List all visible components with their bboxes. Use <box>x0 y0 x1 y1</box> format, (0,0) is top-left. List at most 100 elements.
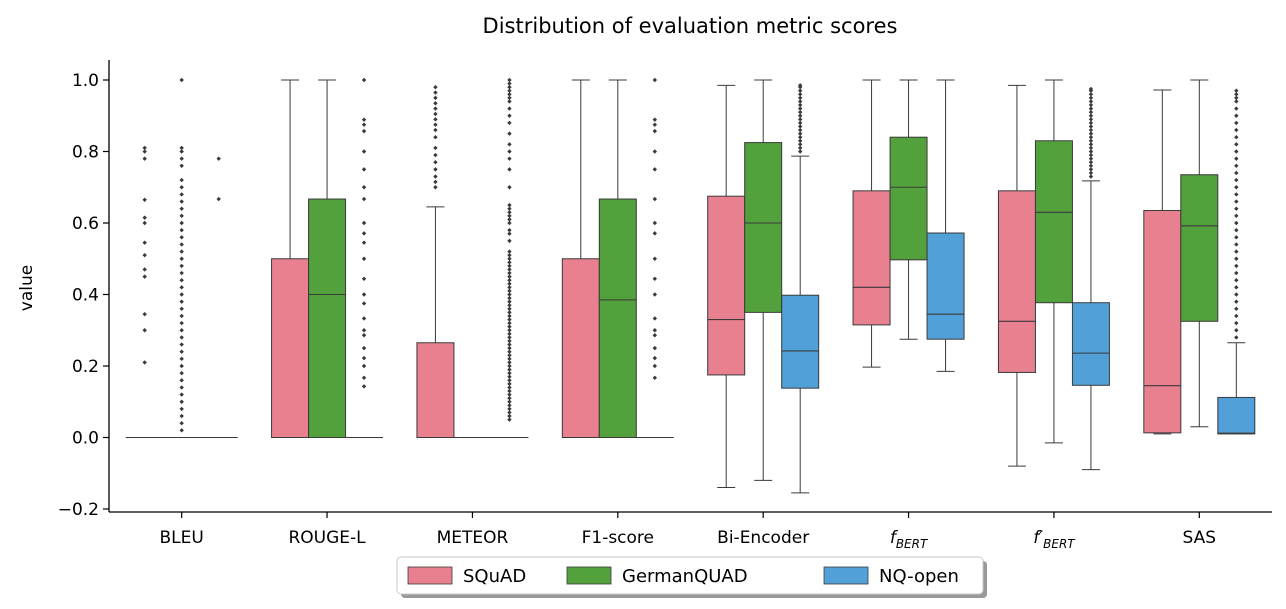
outlier-point <box>797 109 803 115</box>
outlier-point <box>507 278 512 283</box>
outlier-point <box>1234 328 1239 333</box>
box-squad-6 <box>997 84 1036 467</box>
outlier-point <box>797 127 803 133</box>
box-squad-3 <box>561 79 600 439</box>
box-nq-open-4 <box>781 83 820 494</box>
outlier-point <box>507 249 512 254</box>
outlier-point <box>507 406 512 412</box>
outlier-point <box>142 156 147 161</box>
outlier-point <box>507 356 512 362</box>
outlier-point <box>361 220 367 226</box>
box-body <box>744 142 783 313</box>
outlier-point <box>507 227 512 233</box>
y-tick-label: 1.0 <box>72 71 99 91</box>
box-germanquad-6 <box>1034 79 1073 444</box>
outlier-point <box>507 106 512 111</box>
outlier-point <box>1234 163 1239 168</box>
outlier-point <box>433 117 438 122</box>
outlier-point <box>507 142 512 147</box>
outlier-point <box>1088 124 1094 129</box>
outlier-point <box>507 410 512 415</box>
outlier-point <box>652 345 658 351</box>
box-body <box>598 198 637 438</box>
outlier-point <box>179 270 184 276</box>
outlier-point <box>142 145 147 151</box>
outlier-point <box>1088 102 1094 108</box>
outlier-point <box>507 328 512 333</box>
outlier-point <box>361 185 367 190</box>
outlier-point <box>179 235 184 240</box>
box-body <box>271 258 310 438</box>
outlier-point <box>507 310 512 315</box>
outlier-point <box>507 320 512 326</box>
outlier-point <box>652 196 658 202</box>
outlier-point <box>507 381 512 387</box>
outlier-point <box>1234 142 1239 147</box>
outlier-point <box>1234 278 1239 283</box>
legend-label-germanquad: GermanQUAD <box>622 566 748 587</box>
outlier-point <box>507 213 512 219</box>
outlier-point <box>1234 113 1239 118</box>
box-body <box>707 195 746 376</box>
outlier-point <box>179 313 184 319</box>
outlier-point <box>507 353 512 358</box>
outlier-point <box>507 88 512 93</box>
outlier-point <box>179 349 184 354</box>
outlier-point <box>1234 127 1239 133</box>
outlier-point <box>433 174 438 179</box>
outlier-point <box>652 220 658 226</box>
legend-swatch-nq-open <box>823 566 869 585</box>
legend-swatch-squad <box>407 566 453 585</box>
outlier-point <box>507 202 512 208</box>
outlier-point <box>361 117 367 122</box>
outlier-point <box>1234 242 1239 247</box>
outlier-point <box>361 316 367 321</box>
outlier-point <box>142 149 147 154</box>
outlier-point <box>507 360 512 365</box>
outlier-point <box>652 328 658 333</box>
outlier-point <box>1088 138 1094 143</box>
outlier-point <box>507 338 512 344</box>
outlier-point <box>1234 199 1239 204</box>
outlier-point <box>797 99 803 104</box>
outlier-point <box>507 267 512 272</box>
outlier-point <box>797 142 803 147</box>
outlier-point <box>361 77 367 83</box>
outlier-point <box>1234 88 1239 93</box>
outlier-point <box>179 299 184 304</box>
outlier-point <box>142 311 147 317</box>
outlier-point <box>652 117 658 122</box>
outlier-point <box>216 156 221 161</box>
outlier-point <box>507 392 512 397</box>
outlier-point <box>1234 313 1239 319</box>
outlier-point <box>361 292 367 297</box>
outlier-point <box>1234 299 1239 304</box>
box-squad-1 <box>271 79 310 439</box>
outlier-point <box>361 363 367 369</box>
outlier-point <box>1088 149 1094 154</box>
outlier-point <box>179 385 184 390</box>
outlier-point <box>1234 170 1239 176</box>
y-tick-label: 0.4 <box>72 286 99 306</box>
box-nq-open-1 <box>345 77 384 439</box>
outlier-point <box>507 345 512 351</box>
y-axis-label: value <box>17 265 37 311</box>
box-nq-open-7 <box>1217 88 1256 435</box>
outlier-point <box>652 256 658 261</box>
outlier-point <box>179 342 184 347</box>
box-body <box>1217 396 1256 435</box>
outlier-point <box>361 240 367 245</box>
box-nq-open-3 <box>635 77 674 439</box>
outlier-point <box>1088 135 1094 140</box>
outlier-point <box>507 385 512 390</box>
outlier-point <box>179 145 184 151</box>
outlier-point <box>142 274 147 279</box>
outlier-point <box>179 356 184 362</box>
outlier-point <box>1234 92 1239 97</box>
outlier-point <box>433 152 438 158</box>
outlier-point <box>652 292 658 297</box>
outlier-point <box>142 197 147 202</box>
outlier-point <box>507 399 512 404</box>
outlier-point <box>433 185 438 190</box>
outlier-point <box>507 363 512 369</box>
